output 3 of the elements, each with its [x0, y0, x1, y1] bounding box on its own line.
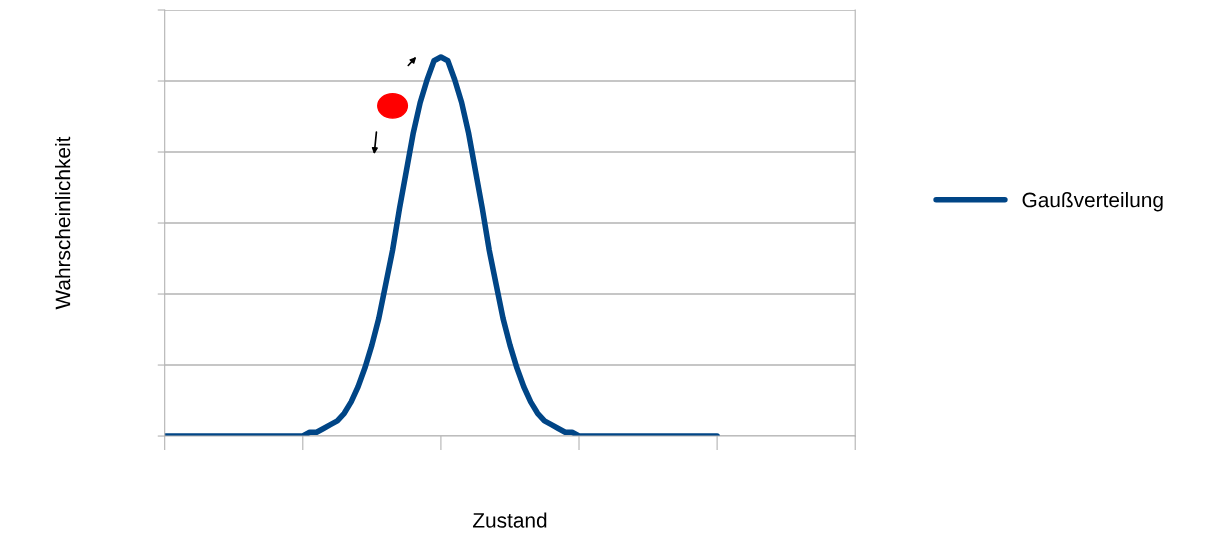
x-axis-title: Zustand	[472, 512, 547, 528]
y-axis-title: Wahrscheinlichkeit	[55, 136, 71, 310]
legend-label: Gaußverteilung	[1022, 192, 1163, 212]
